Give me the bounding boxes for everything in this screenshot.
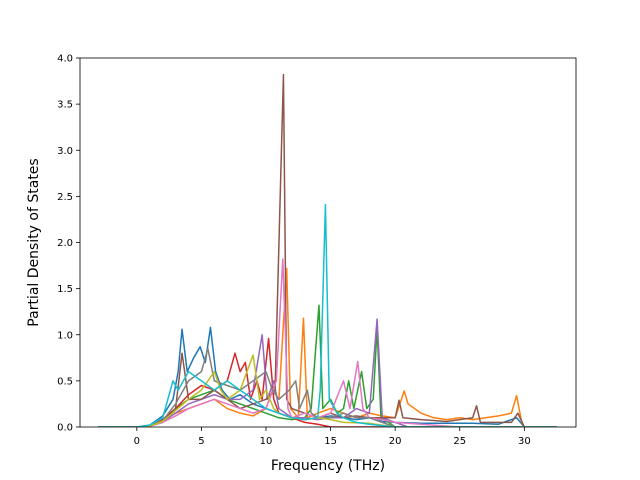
- plot-frame: [79, 57, 577, 428]
- y-tick-label: 2.0: [57, 238, 73, 249]
- series-line-10: [98, 203, 557, 427]
- x-tick-label: 20: [389, 436, 402, 447]
- series-line-7: [98, 258, 557, 427]
- x-axis-ticks: 0 5 10 15 20 25 30: [134, 427, 531, 447]
- series-line-9: [98, 354, 557, 427]
- series-line-8: [98, 347, 557, 427]
- y-tick-label: 3.5: [57, 100, 73, 111]
- series-layer: [98, 73, 557, 427]
- y-tick-label: 1.5: [57, 284, 73, 295]
- x-axis-label: Frequency (THz): [271, 458, 385, 474]
- y-tick-label: 0.5: [57, 376, 73, 387]
- x-tick-label: 0: [134, 436, 140, 447]
- y-axis-ticks: 0.0 0.5 1.0 1.5 2.0 2.5 3.0 3.5 4.0: [57, 54, 80, 434]
- y-tick-label: 4.0: [57, 54, 73, 65]
- x-tick-label: 30: [518, 436, 531, 447]
- x-tick-label: 5: [198, 436, 204, 447]
- y-tick-label: 3.0: [57, 146, 73, 157]
- y-tick-label: 0.0: [57, 423, 73, 434]
- series-line-5: [98, 318, 557, 427]
- y-tick-label: 1.0: [57, 330, 73, 341]
- x-tick-label: 25: [453, 436, 466, 447]
- x-tick-label: 10: [260, 436, 273, 447]
- x-tick-label: 15: [324, 436, 337, 447]
- y-tick-label: 2.5: [57, 192, 73, 203]
- y-axis-label: Partial Density of States: [26, 158, 42, 326]
